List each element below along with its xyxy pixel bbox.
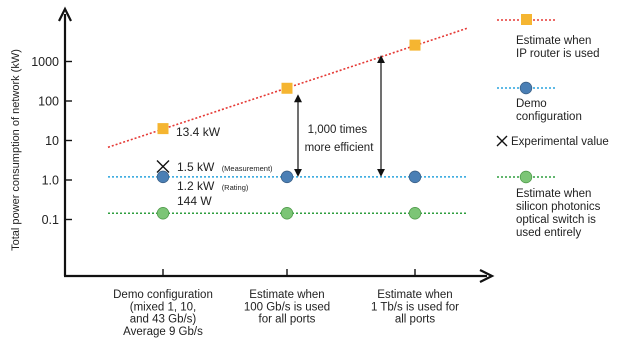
legend-item-silicon-photonics: Estimate when silicon photonics optical … [497,170,604,239]
measurement-note: (Measurement) [222,164,273,173]
x-tick-label-line: 100 Gb/s is used [244,301,330,313]
legend-item-demo-config: Demo configuration [497,81,582,123]
legend-item-experimental: Experimental value [496,135,609,148]
data-point-circle [156,170,170,184]
efficiency-line-2: more efficient [305,142,375,154]
experimental-mark [156,159,170,173]
experimental-x [156,159,170,173]
series-lines [107,27,469,215]
measurement-value: 1.5 kW [177,160,215,174]
annotations: 13.4 kW 1.5 kW (Measurement) 1.2 kW (Rat… [176,124,374,208]
x-tick-label-line: for all ports [259,314,316,326]
data-point-circle [156,207,170,220]
axes [58,6,495,283]
x-tick-label-line: Average 9 Gb/s [123,326,203,338]
router-value-label: 13.4 kW [176,125,221,139]
x-tick-label-line: (mixed 1, 10, [130,301,196,313]
legend-marker-silicon-photonics [519,170,533,184]
switch-value-label: 144 W [177,194,212,208]
x-tick-label-line: Estimate when [377,289,452,301]
data-points [156,39,422,220]
x-tick-label: Demo configuration (mixed 1, 10, and 43 Gb… [113,289,213,338]
rating-note: (Rating) [222,183,249,192]
x-tick-label-line: all ports [395,314,436,326]
x-axis-arrow [479,269,495,283]
data-point-circle [280,207,294,220]
efficiency-line-1: 1,000 times [308,124,368,136]
data-point-circle [280,170,294,184]
rating-value: 1.2 kW [177,179,215,193]
y-ticks: 1000 100 10 1.0 0.1 [31,55,72,227]
x-ticks: Demo configuration (mixed 1, 10, and 43 Gb… [113,269,459,338]
data-point-circle [408,170,422,184]
y-tick-label: 1.0 [42,174,59,188]
y-tick-label: 0.1 [42,213,59,227]
legend-label-ip-router: Estimate when IP router is used [516,35,600,60]
legend-label-demo-config: Demo configuration [516,98,582,123]
efficiency-arrows [294,55,385,177]
legend-marker-ip-router [521,14,532,25]
legend: Estimate when IP router is used Demo con… [496,14,609,239]
legend-label-experimental: Experimental value [511,136,609,148]
legend-marker-demo-config [519,81,533,95]
efficiency-label: 1,000 times more efficient [305,124,375,154]
y-tick-label: 1000 [31,55,59,69]
measurement-label: 1.5 kW (Measurement) [177,160,273,174]
x-tick-label-line: Demo configuration [113,289,213,301]
y-tick-label: 100 [38,95,59,109]
x-tick-label-line: and 43 Gb/s) [130,314,197,326]
data-point-square [281,82,293,94]
data-point-square [409,39,421,51]
y-tick-label: 10 [45,134,59,148]
x-tick-label-line: 1 Tb/s is used for [371,301,459,313]
y-axis-label: Total power consumption of network (kW) [10,49,22,251]
x-tick-label-line: Estimate when [249,289,324,301]
data-point-square [157,123,169,135]
legend-label-silicon-photonics: Estimate when silicon photonics optical … [516,188,604,239]
data-point-circle [408,207,422,220]
legend-marker-experimental [496,135,508,147]
rating-label: 1.2 kW (Rating) [177,179,249,193]
legend-item-ip-router: Estimate when IP router is used [497,14,600,60]
y-axis-arrow [58,6,72,22]
x-tick-label: Estimate when 100 Gb/s is used for all por… [244,289,330,326]
x-tick-label: Estimate when 1 Tb/s is used for all ports [371,289,459,326]
